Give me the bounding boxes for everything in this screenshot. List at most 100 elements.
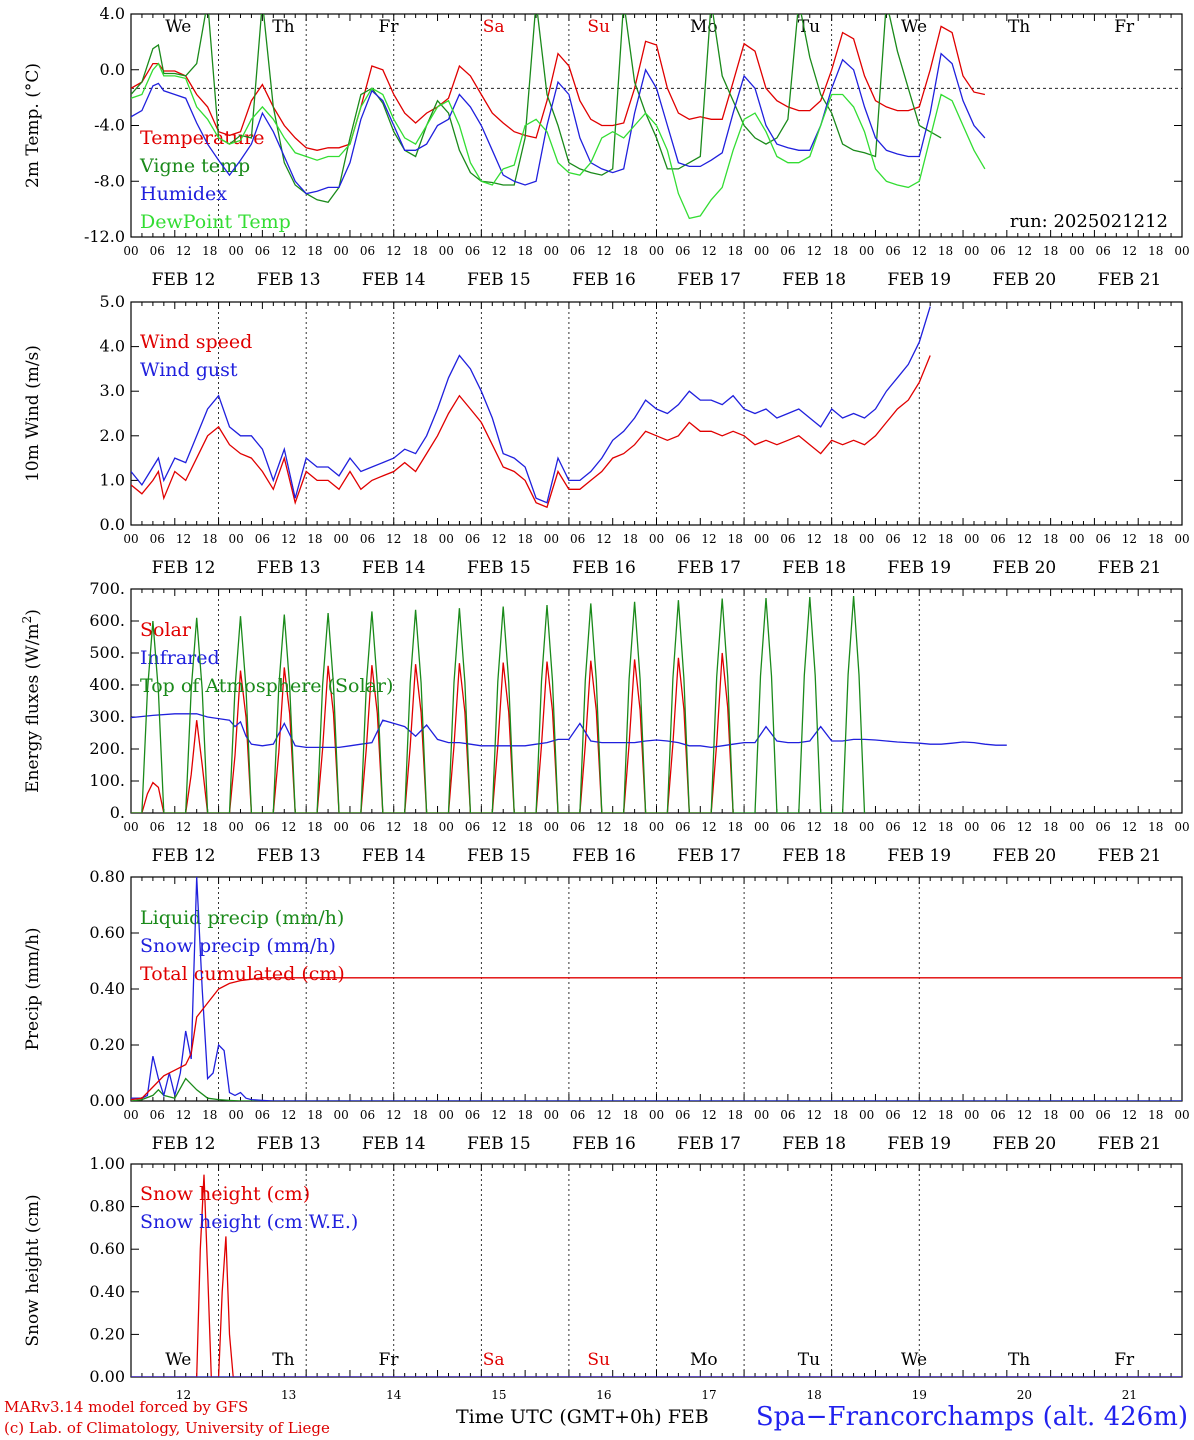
legend-entry: Snow height (cm)	[140, 1183, 310, 1205]
y-tick-label: 0.20	[89, 1324, 125, 1343]
x-hour-label: 00	[859, 532, 874, 546]
x-hour-label: 00	[1174, 532, 1189, 546]
x-hour-label: 12	[1017, 820, 1032, 834]
legend-entry: Snow height (cm W.E.)	[140, 1211, 358, 1233]
x-date-label: FEB 17	[677, 270, 741, 290]
series-line-2	[131, 713, 1007, 749]
y-tick-label: 0.60	[89, 1239, 125, 1258]
y-axis-label-end: )	[23, 609, 43, 616]
day-name-label: Sa	[483, 1350, 505, 1370]
y-tick-label: 0.00	[89, 1091, 125, 1110]
x-hour-label: 00	[859, 820, 874, 834]
x-hour-label: 06	[570, 532, 585, 546]
x-hour-label: 12	[807, 820, 822, 834]
day-number-label: 20	[1017, 1388, 1032, 1402]
y-tick-label: 0.40	[89, 1282, 125, 1301]
x-hour-label: 06	[675, 532, 690, 546]
x-date-label: FEB 20	[992, 1134, 1056, 1154]
x-hour-label: 00	[123, 532, 138, 546]
panel-2: 5.0 4.0 3.0 2.0 1.0 0.0 10m Wind (m/s) 00 06 12 18…	[23, 292, 1190, 578]
day-number-label: 16	[596, 1388, 611, 1402]
y-tick-label: -4.0	[94, 116, 125, 135]
y-axis-label-sup: 2	[20, 616, 34, 624]
x-hour-label: 18	[1043, 1108, 1058, 1122]
x-hour-label: 18	[412, 532, 427, 546]
x-hour-label: 12	[701, 820, 716, 834]
x-hour-label: 18	[833, 244, 848, 258]
x-date-label: FEB 21	[1098, 1134, 1162, 1154]
x-hour-label: 00	[334, 1108, 349, 1122]
y-tick-label: 3.0	[100, 381, 125, 400]
day-name-label: Th	[1008, 1350, 1030, 1370]
x-hour-label: 18	[623, 244, 638, 258]
y-axis-label: Snow height (cm)	[23, 1194, 43, 1346]
x-hour-label: 06	[780, 820, 795, 834]
x-hour-label: 06	[360, 244, 375, 258]
y-tick-label: 0.80	[89, 1197, 125, 1216]
series-line-3	[131, 977, 1182, 1101]
y-axis-label: 2m Temp. (°C)	[23, 63, 43, 188]
x-date-label: FEB 13	[257, 558, 321, 578]
x-hour-label: 06	[885, 244, 900, 258]
x-hour-label: 12	[596, 1108, 611, 1122]
x-hour-label: 12	[1122, 1108, 1137, 1122]
x-hour-label: 06	[360, 820, 375, 834]
x-hour-label: 06	[990, 820, 1005, 834]
x-date-label: FEB 15	[467, 558, 531, 578]
x-date-label: FEB 12	[152, 846, 216, 866]
y-tick-label: 100.	[89, 771, 125, 790]
day-name-label: Sa	[483, 17, 505, 37]
x-hour-label: 18	[938, 820, 953, 834]
y-tick-label: 700.	[89, 579, 125, 598]
x-date-label: FEB 14	[362, 1134, 426, 1154]
x-date-label: FEB 19	[887, 558, 951, 578]
x-hour-label: 12	[281, 1108, 296, 1122]
y-tick-label: 4.0	[100, 4, 125, 23]
x-date-label: FEB 16	[572, 846, 636, 866]
x-hour-label: 00	[964, 244, 979, 258]
x-date-label: FEB 13	[257, 270, 321, 290]
x-hour-label: 00	[649, 1108, 664, 1122]
x-hour-label: 12	[386, 244, 401, 258]
x-hour-label: 00	[754, 532, 769, 546]
model-credit: MARv3.14 model forced by GFS	[4, 1398, 249, 1416]
series-line-4	[131, 62, 986, 220]
x-hour-label: 18	[202, 820, 217, 834]
legend-entry: Wind gust	[140, 359, 238, 381]
day-name-label: Tu	[798, 17, 820, 37]
y-axis-label: 10m Wind (m/s)	[23, 345, 43, 482]
legend-entry: Humidex	[140, 183, 227, 205]
x-hour-label: 12	[1122, 820, 1137, 834]
legend-entry: Temperature	[140, 127, 264, 149]
x-hour-label: 00	[754, 244, 769, 258]
x-date-label: FEB 19	[887, 1134, 951, 1154]
x-date-label: FEB 20	[992, 558, 1056, 578]
legend-entry: Total cumulated (cm)	[140, 963, 345, 985]
x-hour-label: 06	[465, 1108, 480, 1122]
x-hour-label: 06	[150, 820, 165, 834]
day-name-label: Su	[587, 1350, 610, 1370]
series-line-3	[131, 52, 986, 195]
x-hour-label: 06	[675, 244, 690, 258]
x-hour-label: 18	[728, 532, 743, 546]
x-date-label: FEB 15	[467, 270, 531, 290]
x-hour-label: 00	[228, 820, 243, 834]
x-hour-label: 00	[123, 244, 138, 258]
legend-entry: Top of Atmosphere (Solar)	[140, 675, 393, 697]
x-hour-label: 06	[675, 820, 690, 834]
x-hour-label: 12	[281, 244, 296, 258]
day-number-label: 14	[386, 1388, 402, 1402]
x-hour-label: 06	[885, 1108, 900, 1122]
x-hour-label: 00	[964, 1108, 979, 1122]
x-hour-label: 06	[990, 1108, 1005, 1122]
x-hour-label: 18	[1148, 244, 1163, 258]
x-hour-label: 12	[912, 244, 927, 258]
x-date-label: FEB 18	[782, 1134, 846, 1154]
legend-entry: Liquid precip (mm/h)	[140, 907, 344, 929]
x-hour-label: 18	[938, 532, 953, 546]
y-tick-label: 4.0	[100, 337, 125, 356]
x-hour-label: 06	[360, 532, 375, 546]
y-tick-label: 0.	[110, 803, 125, 822]
x-hour-label: 12	[386, 532, 401, 546]
